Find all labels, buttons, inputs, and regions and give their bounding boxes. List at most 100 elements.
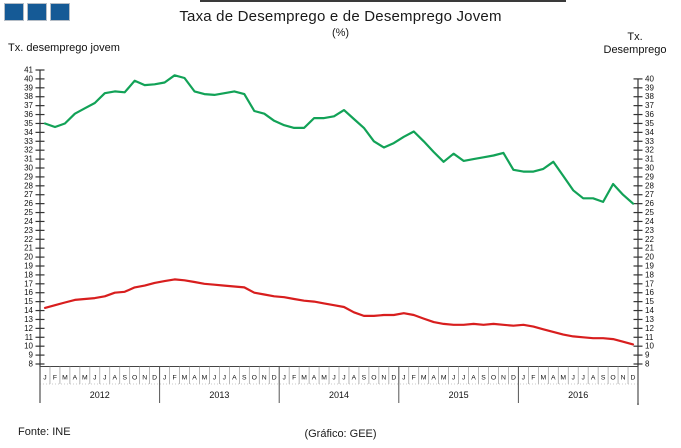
svg-text:40: 40 [645, 74, 654, 83]
svg-text:11: 11 [645, 333, 654, 342]
svg-text:2013: 2013 [209, 390, 229, 400]
svg-text:S: S [481, 375, 486, 382]
right-axis-title-line1: Tx. [627, 31, 643, 43]
svg-text:15: 15 [24, 297, 33, 306]
svg-text:25: 25 [645, 208, 654, 217]
svg-text:30: 30 [645, 164, 654, 173]
svg-text:18: 18 [24, 270, 33, 279]
svg-text:32: 32 [24, 146, 33, 155]
svg-text:F: F [412, 375, 416, 382]
svg-text:34: 34 [24, 128, 33, 137]
svg-text:J: J [332, 375, 335, 382]
svg-text:F: F [292, 375, 296, 382]
svg-text:M: M [62, 375, 68, 382]
svg-text:27: 27 [24, 190, 33, 199]
y-axis-left: 8910111213141516171819202122232425262728… [24, 66, 45, 403]
svg-text:M: M [202, 375, 208, 382]
svg-text:22: 22 [645, 235, 654, 244]
svg-text:A: A [232, 375, 237, 382]
svg-text:M: M [301, 375, 307, 382]
svg-text:8: 8 [645, 360, 650, 369]
svg-text:20: 20 [645, 253, 654, 262]
series-line-1 [43, 278, 635, 346]
svg-text:19: 19 [24, 262, 33, 271]
svg-text:A: A [471, 375, 476, 382]
svg-text:J: J [93, 375, 96, 382]
svg-text:J: J [223, 375, 226, 382]
svg-text:32: 32 [645, 146, 654, 155]
svg-text:21: 21 [24, 244, 33, 253]
svg-text:39: 39 [24, 83, 33, 92]
svg-text:37: 37 [645, 101, 654, 110]
svg-text:A: A [591, 375, 596, 382]
svg-text:37: 37 [24, 101, 33, 110]
svg-text:16: 16 [24, 288, 33, 297]
svg-text:A: A [192, 375, 197, 382]
svg-text:17: 17 [645, 279, 654, 288]
svg-text:S: S [242, 375, 247, 382]
svg-text:J: J [342, 375, 345, 382]
svg-text:O: O [610, 375, 615, 382]
svg-text:A: A [352, 375, 357, 382]
svg-text:M: M [540, 375, 546, 382]
credit-note: (Gráfico: GEE) [304, 428, 377, 440]
svg-text:30: 30 [24, 164, 33, 173]
svg-text:M: M [321, 375, 327, 382]
svg-text:13: 13 [24, 315, 33, 324]
svg-text:14: 14 [645, 306, 654, 315]
right-axis-title-line2: Desemprego [603, 44, 667, 56]
svg-text:28: 28 [24, 181, 33, 190]
svg-text:21: 21 [645, 244, 654, 253]
logo-square [4, 3, 24, 21]
svg-text:2012: 2012 [90, 390, 110, 400]
source-note: Fonte: INE [18, 426, 71, 438]
svg-text:S: S [601, 375, 606, 382]
svg-text:A: A [551, 375, 556, 382]
svg-text:F: F [53, 375, 57, 382]
svg-text:26: 26 [24, 199, 33, 208]
svg-text:S: S [362, 375, 367, 382]
svg-text:2014: 2014 [329, 390, 349, 400]
svg-text:36: 36 [24, 110, 33, 119]
y-axis-right: 8910111213141516171819202122232425262728… [633, 74, 654, 405]
svg-text:13: 13 [645, 315, 654, 324]
svg-text:12: 12 [24, 324, 33, 333]
svg-text:J: J [452, 375, 455, 382]
window-edge-artifact [200, 0, 566, 2]
logo-square [50, 3, 70, 21]
svg-text:24: 24 [24, 217, 33, 226]
right-axis-title: Tx. Desemprego [597, 31, 673, 57]
svg-text:O: O [252, 375, 257, 382]
logo-square [27, 3, 47, 21]
svg-text:18: 18 [645, 270, 654, 279]
svg-text:J: J [163, 375, 166, 382]
svg-text:36: 36 [645, 110, 654, 119]
svg-text:S: S [122, 375, 127, 382]
svg-text:16: 16 [645, 288, 654, 297]
svg-text:12: 12 [645, 324, 654, 333]
svg-text:M: M [182, 375, 188, 382]
svg-text:38: 38 [24, 92, 33, 101]
svg-text:J: J [213, 375, 216, 382]
svg-text:N: N [381, 375, 386, 382]
gee-logo [4, 3, 70, 21]
svg-text:15: 15 [645, 297, 654, 306]
svg-text:A: A [312, 375, 317, 382]
svg-text:D: D [272, 375, 277, 382]
svg-text:14: 14 [24, 306, 33, 315]
svg-text:J: J [522, 375, 525, 382]
svg-text:41: 41 [24, 66, 33, 75]
svg-text:34: 34 [645, 128, 654, 137]
svg-text:23: 23 [24, 226, 33, 235]
svg-text:29: 29 [645, 172, 654, 181]
svg-text:N: N [621, 375, 626, 382]
svg-text:M: M [441, 375, 447, 382]
svg-text:J: J [572, 375, 575, 382]
svg-text:O: O [132, 375, 137, 382]
svg-text:28: 28 [645, 181, 654, 190]
svg-text:D: D [511, 375, 516, 382]
svg-text:M: M [421, 375, 427, 382]
